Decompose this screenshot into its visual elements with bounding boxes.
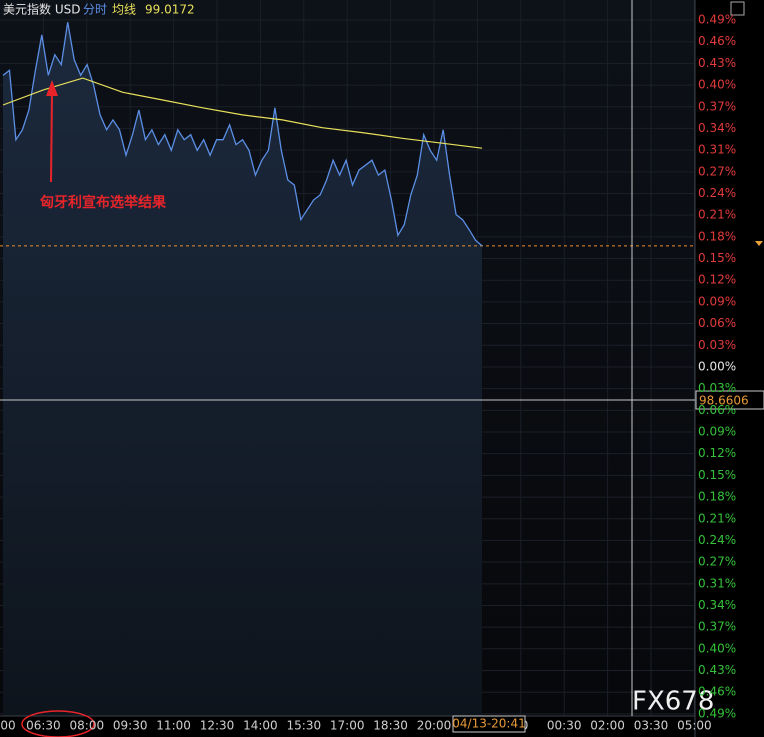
y-tick-label: 0.09% — [698, 294, 736, 308]
y-tick-label: 0.31% — [698, 576, 736, 590]
x-tick-label: 03:30 — [634, 719, 669, 733]
crosshair-time: 04/13-20:41 — [452, 717, 526, 731]
y-tick-label: 0.06% — [698, 316, 736, 330]
crosshair-price-box — [695, 390, 764, 410]
y-tick-label: 0.27% — [698, 164, 736, 178]
y-tick-label: 0.43% — [698, 56, 736, 70]
x-tick-label: 05:00 — [677, 719, 712, 733]
x-tick-label: 14:00 — [243, 719, 278, 733]
x-tick-label: 02:00 — [590, 719, 625, 733]
x-tick-label: 06:30 — [26, 719, 61, 733]
menu-icon[interactable] — [730, 1, 745, 16]
y-tick-label: 0.43% — [698, 663, 736, 677]
y-tick-label: 0.12% — [698, 273, 736, 287]
x-tick-label: 08:00 — [70, 719, 105, 733]
crosshair-price: 98.6606 — [699, 394, 749, 408]
y-tick-label: 0.09% — [698, 425, 736, 439]
y-tick-label: 0.06% — [698, 403, 736, 417]
x-tick-label: 09:30 — [113, 719, 148, 733]
annotation-arrow — [50, 91, 53, 183]
y-tick-label: 0.03% — [698, 338, 736, 352]
y-tick-label: 0.03% — [698, 381, 736, 395]
x-tick-label: 00 — [0, 719, 15, 733]
y-tick-label: 0.12% — [698, 446, 736, 460]
x-tick-label: 20:00 — [417, 719, 452, 733]
price-area — [3, 22, 482, 716]
price-marker — [755, 241, 763, 246]
y-tick-label: 0.21% — [698, 208, 736, 222]
y-tick-label: 0.15% — [698, 251, 736, 265]
x-tick-label: 17:00 — [330, 719, 365, 733]
title: 美元指数 USD — [3, 2, 80, 17]
watermark: FX678 — [632, 687, 714, 717]
y-tick-label: 0.46% — [698, 685, 736, 699]
y-tick-label: 0.49% — [698, 706, 736, 720]
price-line — [2, 22, 483, 247]
x-tick-label: 12:30 — [200, 719, 235, 733]
x-tick-label: 15:30 — [287, 719, 322, 733]
y-tick-label: 0.24% — [698, 186, 736, 200]
legend-avg: 均线 — [112, 3, 136, 17]
y-tick-label: 0.21% — [698, 511, 736, 525]
y-tick-label: 0.24% — [698, 533, 736, 547]
y-tick-label: 0.40% — [698, 641, 736, 655]
y-tick-label: 0.37% — [698, 99, 736, 113]
y-tick-label: 0.27% — [698, 555, 736, 569]
annotation-arrowhead — [46, 80, 58, 96]
y-tick-label: 0.34% — [698, 121, 736, 135]
y-tick-label: 0.31% — [698, 143, 736, 157]
annotation: 匈牙利宣布选举结果 — [40, 194, 167, 211]
y-tick-label: 0.15% — [698, 468, 736, 482]
legend-avg-value: 99.0172 — [145, 3, 195, 17]
x-tick-label: 11:00 — [156, 719, 191, 733]
avg-line — [2, 77, 483, 149]
highlight-circle — [21, 710, 95, 737]
y-tick-label: 0.49% — [698, 13, 736, 27]
x-tick-label: 00:30 — [547, 719, 582, 733]
y-tick-label: 0.00% — [698, 359, 736, 373]
y-tick-label: 0.37% — [698, 620, 736, 634]
y-tick-label: 0.18% — [698, 229, 736, 243]
x-tick-label: 18:30 — [373, 719, 408, 733]
crosshair-time-box — [452, 715, 526, 733]
y-tick-label: 0.34% — [698, 598, 736, 612]
y-tick-label: 0.40% — [698, 78, 736, 92]
legend-price: 分时 — [83, 3, 107, 17]
y-tick-label: 0.18% — [698, 490, 736, 504]
y-tick-label: 0.46% — [698, 34, 736, 48]
